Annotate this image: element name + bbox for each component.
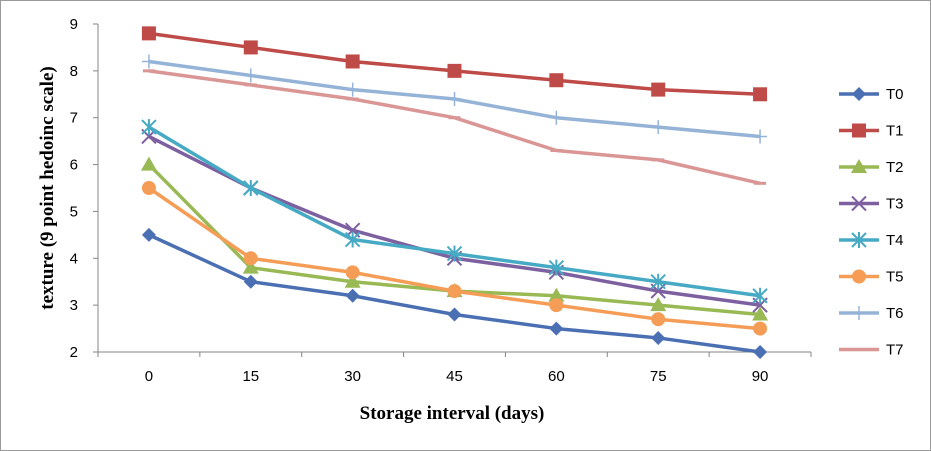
data-point-t6 [651, 120, 666, 135]
data-point-t6 [345, 82, 360, 97]
data-point-t6 [549, 110, 564, 125]
data-point-t1 [243, 40, 258, 55]
y-tick-label: 5 [70, 203, 78, 220]
x-tick-label: 75 [650, 368, 667, 385]
data-point-t0 [651, 330, 666, 345]
legend-marker-t6 [852, 306, 866, 320]
y-tick-label: 8 [70, 63, 78, 80]
data-point-t1 [549, 73, 564, 88]
data-point-t2 [140, 156, 157, 171]
data-point-t2 [752, 306, 769, 321]
legend-marker-t0 [852, 87, 866, 101]
series-t6 [141, 54, 768, 144]
legend-label-t3: T3 [886, 196, 904, 213]
data-point-t4 [446, 245, 463, 262]
legend-marker-t4 [851, 232, 867, 248]
y-axis-title: texture (9 point hedoinc scale) [37, 66, 58, 309]
data-point-t5 [549, 298, 564, 313]
legend-label-t7: T7 [886, 342, 904, 359]
legend-item-t1: T1 [839, 123, 904, 140]
data-point-t5 [447, 284, 462, 299]
legend-label-t1: T1 [886, 123, 904, 140]
data-point-t0 [141, 227, 156, 242]
data-point-t1 [651, 82, 666, 97]
x-tick-label: 60 [548, 368, 565, 385]
data-point-t1 [141, 26, 156, 41]
legend-label-t0: T0 [886, 86, 904, 103]
data-point-t5 [753, 321, 768, 336]
data-point-t1 [753, 87, 768, 102]
data-point-t6 [753, 129, 768, 144]
data-point-t4 [752, 287, 768, 304]
data-point-t4 [650, 273, 666, 290]
data-point-t6 [447, 91, 462, 106]
data-point-t1 [345, 54, 360, 69]
data-point-t2 [650, 297, 667, 312]
series-line-t4 [148, 125, 761, 298]
legend: T0 T1 T2 T3 T4 T5 T6 T7 [839, 86, 904, 359]
data-point-t2 [548, 287, 565, 302]
x-tick-label: 0 [145, 368, 153, 385]
series-t1 [141, 26, 768, 102]
legend-label-t2: T2 [886, 159, 904, 176]
x-axis-title: Storage interval (days) [360, 403, 545, 424]
data-point-t4 [344, 231, 361, 248]
legend-marker-t2 [851, 159, 867, 173]
legend-marker-t1 [852, 123, 866, 138]
data-point-t4 [548, 259, 565, 276]
legend-marker-t3 [851, 195, 867, 212]
data-point-t6 [243, 68, 258, 83]
legend-label-t6: T6 [886, 305, 904, 322]
data-point-t4 [141, 119, 157, 136]
y-tick-label: 6 [70, 157, 78, 174]
legend-item-t7: T7 [839, 342, 904, 359]
y-tick-label: 9 [70, 16, 78, 33]
legend-item-t4: T4 [839, 232, 904, 249]
legend-label-t5: T5 [886, 269, 904, 286]
y-tick-label: 3 [70, 297, 78, 314]
series-t5 [141, 181, 768, 336]
data-point-t0 [447, 307, 462, 322]
data-point-t2 [242, 259, 259, 274]
legend-marker-t5 [852, 269, 866, 284]
y-tick-label: 4 [70, 250, 78, 267]
y-tick-label: 7 [70, 110, 78, 127]
legend-item-t5: T5 [839, 269, 904, 286]
data-point-t4 [243, 180, 259, 196]
data-point-t5 [141, 181, 156, 195]
data-point-t5 [651, 312, 666, 327]
series-t0 [141, 227, 768, 359]
legend-item-t2: T2 [839, 159, 904, 176]
data-point-t0 [549, 321, 564, 336]
x-tick-label: 45 [446, 368, 463, 385]
data-point-t1 [447, 63, 462, 78]
data-point-t0 [753, 345, 768, 359]
legend-item-t6: T6 [839, 305, 904, 322]
y-tick-label: 2 [70, 344, 78, 361]
x-tick-label: 90 [752, 368, 769, 385]
data-point-t0 [345, 288, 360, 303]
legend-label-t4: T4 [886, 232, 904, 249]
data-point-t0 [243, 274, 258, 289]
legend-item-t3: T3 [839, 196, 904, 213]
data-point-t6 [141, 54, 156, 69]
legend-item-t0: T0 [839, 86, 904, 103]
data-point-t5 [345, 265, 360, 280]
series-layer [140, 26, 769, 359]
x-tick-label: 30 [344, 368, 361, 385]
series-t7 [142, 69, 767, 186]
data-point-t2 [344, 273, 361, 288]
x-tick-label: 15 [242, 368, 259, 385]
data-point-t5 [243, 251, 258, 266]
series-t4 [141, 119, 768, 304]
